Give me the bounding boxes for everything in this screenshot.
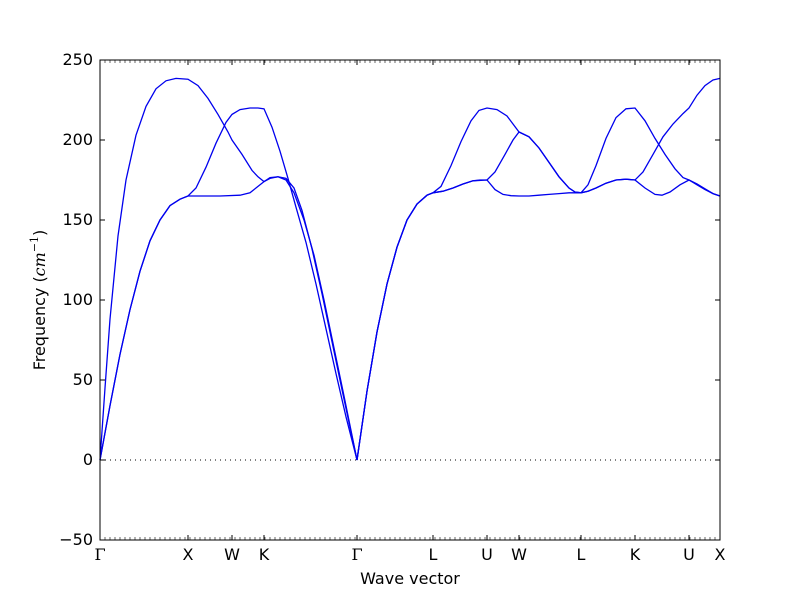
x-tick-label: W — [511, 545, 527, 564]
band-series — [99, 77, 721, 461]
x-tick-label: U — [683, 545, 695, 564]
band-line-6 — [356, 77, 721, 461]
y-tick-label: 0 — [83, 450, 93, 469]
y-axis-ticks: −50 0 50 100 150 200 250 — [59, 50, 720, 549]
y-axis-unit-exponent: −1 — [28, 236, 41, 252]
y-tick-label: 50 — [73, 370, 93, 389]
y-axis-unit: cm — [30, 252, 49, 276]
x-tick-label: L — [577, 545, 586, 564]
x-tick-label: Γ — [94, 545, 105, 564]
y-tick-label: 250 — [62, 50, 93, 69]
x-axis-label: Wave vector — [360, 569, 460, 588]
x-tick-label: L — [429, 545, 438, 564]
y-tick-label: 150 — [62, 210, 93, 229]
x-tick-label: X — [715, 545, 726, 564]
y-axis-unit-close: ) — [30, 230, 49, 236]
x-tick-label: U — [481, 545, 493, 564]
x-tick-label: Γ — [351, 545, 362, 564]
x-tick-label: K — [630, 545, 641, 564]
band-line-3 — [99, 77, 358, 461]
y-axis-label-text: Frequency — [30, 288, 49, 371]
x-tick-label: W — [224, 545, 240, 564]
y-tick-label: 200 — [62, 130, 93, 149]
x-tick-label: X — [183, 545, 194, 564]
x-tick-label: K — [259, 545, 270, 564]
plot-background — [100, 60, 720, 540]
y-tick-label: −50 — [59, 530, 93, 549]
band-line-2 — [99, 107, 358, 461]
y-axis-unit-open: ( — [30, 276, 49, 287]
y-axis-label: Frequency (cm−1) — [28, 230, 49, 371]
y-tick-label: 100 — [62, 290, 93, 309]
